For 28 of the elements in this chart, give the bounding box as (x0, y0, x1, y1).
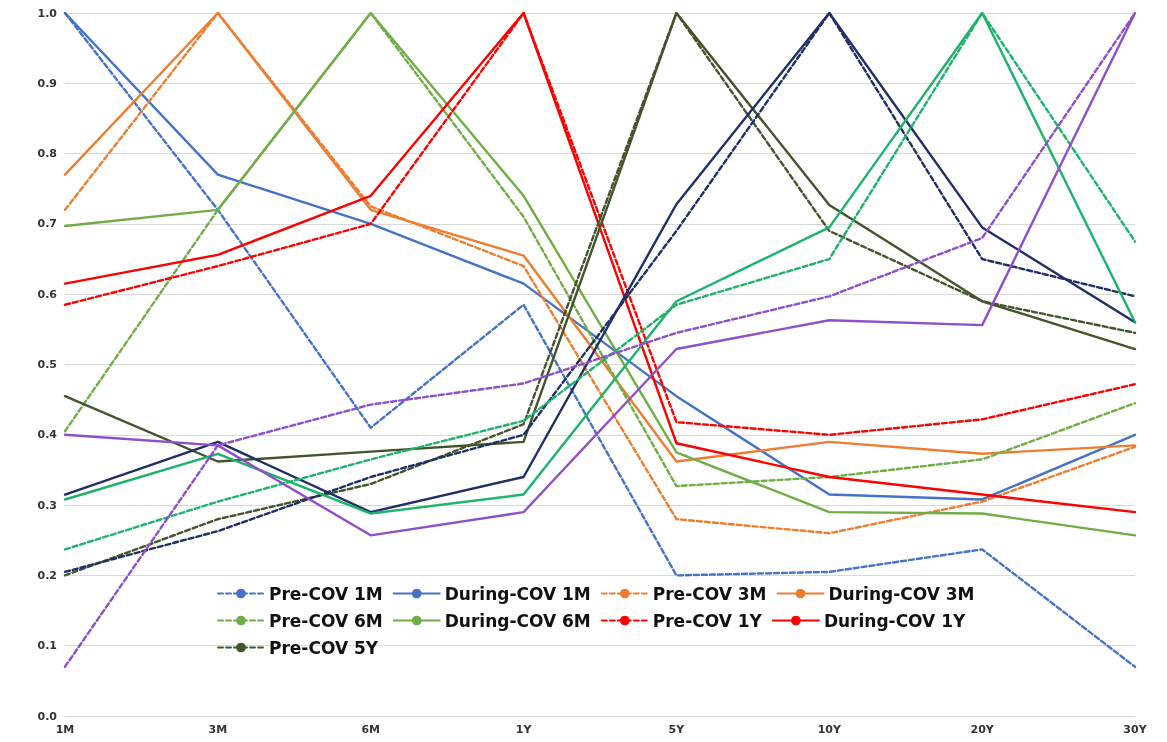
legend-label: During-COV 6M (444, 610, 591, 631)
x-tick-label: 20Y (970, 723, 995, 736)
y-tick-label: 0.4 (37, 428, 58, 442)
legend-label: During-COV 1Y (823, 610, 967, 631)
y-tick-label: 0.1 (37, 639, 57, 653)
legend-label: Pre-COV 5Y (269, 637, 379, 658)
y-tick-label: 1.0 (37, 6, 58, 20)
y-tick-label: 0.8 (37, 147, 57, 161)
legend-label: Pre-COV 1M (269, 583, 383, 604)
y-tick-label: 0.7 (37, 217, 57, 231)
y-tick-label: 0.2 (37, 568, 57, 582)
legend-label: During-COV 1M (444, 583, 591, 604)
y-tick-label: 0.9 (37, 76, 57, 90)
x-tick-label: 3M (208, 723, 228, 736)
x-tick-label: 1M (55, 723, 75, 736)
legend-label: Pre-COV 3M (652, 583, 767, 604)
legend-label: Pre-COV 6M (269, 610, 383, 631)
x-tick-label: 5Y (668, 723, 686, 736)
y-tick-label: 0.0 (37, 709, 58, 723)
y-tick-label: 0.5 (37, 358, 57, 371)
x-tick-label: 6M (361, 723, 381, 736)
legend-label: During-COV 3M (828, 583, 975, 604)
x-tick-label: 10Y (817, 723, 842, 736)
y-tick-label: 0.3 (37, 498, 57, 512)
legend-label: Pre-COV 1Y (652, 610, 763, 631)
x-tick-label: 30Y (1123, 723, 1148, 736)
x-tick-label: 1Y (515, 723, 533, 736)
y-tick-label: 0.6 (37, 287, 58, 301)
